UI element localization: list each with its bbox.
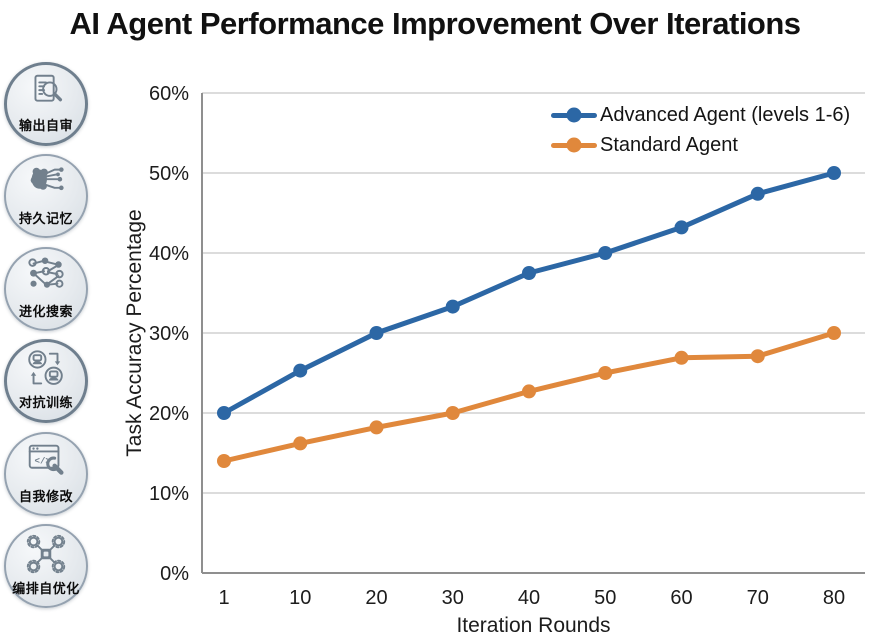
capability-label: 输出自审: [18, 118, 73, 133]
capability-adversarial-training: 对抗训练: [4, 339, 88, 423]
x-tick-label: 50: [594, 587, 616, 609]
legend-item-advanced-agent: Advanced Agent (levels 1-6): [551, 100, 850, 130]
x-tick-label: 70: [747, 587, 769, 609]
legend-label: Advanced Agent (levels 1-6): [600, 103, 851, 126]
x-tick-label: 10: [289, 587, 311, 609]
y-tick-label: 30%: [149, 323, 189, 345]
legend-line-marker-icon: [551, 107, 597, 123]
y-tick-label: 0%: [160, 563, 189, 585]
x-tick-label: 1: [218, 587, 229, 609]
x-axis-title: Iteration Rounds: [456, 614, 610, 637]
data-point: [369, 326, 384, 340]
data-point: [445, 406, 460, 420]
data-point: [217, 406, 231, 420]
x-tick-label: 80: [823, 587, 845, 609]
svg-text:</>: </>: [35, 455, 52, 466]
y-tick-label: 40%: [149, 243, 189, 265]
x-tick-label: 30: [442, 587, 464, 609]
data-point: [445, 299, 460, 314]
x-tick-label: 60: [670, 587, 692, 609]
x-tick-label: 40: [518, 587, 540, 609]
legend-dot-icon: [566, 137, 582, 153]
capability-label: 进化搜索: [18, 304, 73, 319]
y-tick-label: 20%: [149, 403, 189, 425]
capability-orchestration-self-optimization: 编排自优化: [4, 524, 88, 608]
data-point: [598, 246, 613, 260]
data-point: [750, 186, 765, 201]
data-point: [674, 220, 689, 235]
code-wrench-icon: </>: [28, 444, 64, 475]
y-tick-label: 60%: [149, 83, 189, 105]
y-axis-title: Task Accuracy Percentage: [123, 209, 146, 456]
capability-output-self-review: 输出自审: [4, 62, 88, 146]
data-point: [293, 363, 308, 378]
chip-gears-icon: [26, 534, 66, 574]
capability-self-modification: </> 自我修改: [4, 432, 88, 516]
data-point: [369, 420, 384, 435]
data-point: [827, 166, 841, 180]
capability-evolutionary-search: 进化搜索: [4, 247, 88, 331]
capability-label: 持久记忆: [18, 211, 73, 226]
legend-dot-icon: [566, 107, 582, 123]
capability-label: 编排自优化: [12, 581, 80, 596]
series-line: [221, 170, 837, 416]
chart-legend: Advanced Agent (levels 1-6) Standard Age…: [551, 100, 850, 160]
y-tick-label: 50%: [149, 163, 189, 185]
legend-label: Standard Agent: [600, 133, 738, 156]
x-tick-label: 20: [365, 587, 387, 609]
brain-memory-icon: [30, 167, 64, 191]
data-point: [522, 266, 536, 280]
capability-label: 对抗训练: [18, 395, 73, 410]
data-point: [827, 326, 841, 340]
legend-item-standard-agent: Standard Agent: [551, 130, 850, 160]
document-review-icon: [34, 74, 63, 102]
data-point: [598, 366, 613, 380]
data-point: [293, 436, 308, 451]
evolution-search-icon: [28, 257, 64, 288]
capability-label: 自我修改: [18, 489, 73, 504]
page-title: AI Agent Performance Improvement Over It…: [69, 6, 801, 41]
data-point: [674, 350, 689, 365]
data-point: [217, 454, 231, 468]
adversarial-train-icon: [28, 350, 63, 385]
data-point: [522, 384, 536, 399]
legend-line-marker-icon: [551, 137, 597, 153]
capability-persistent-memory: 持久记忆: [4, 154, 88, 238]
y-tick-label: 10%: [149, 483, 189, 505]
data-point: [750, 349, 765, 364]
